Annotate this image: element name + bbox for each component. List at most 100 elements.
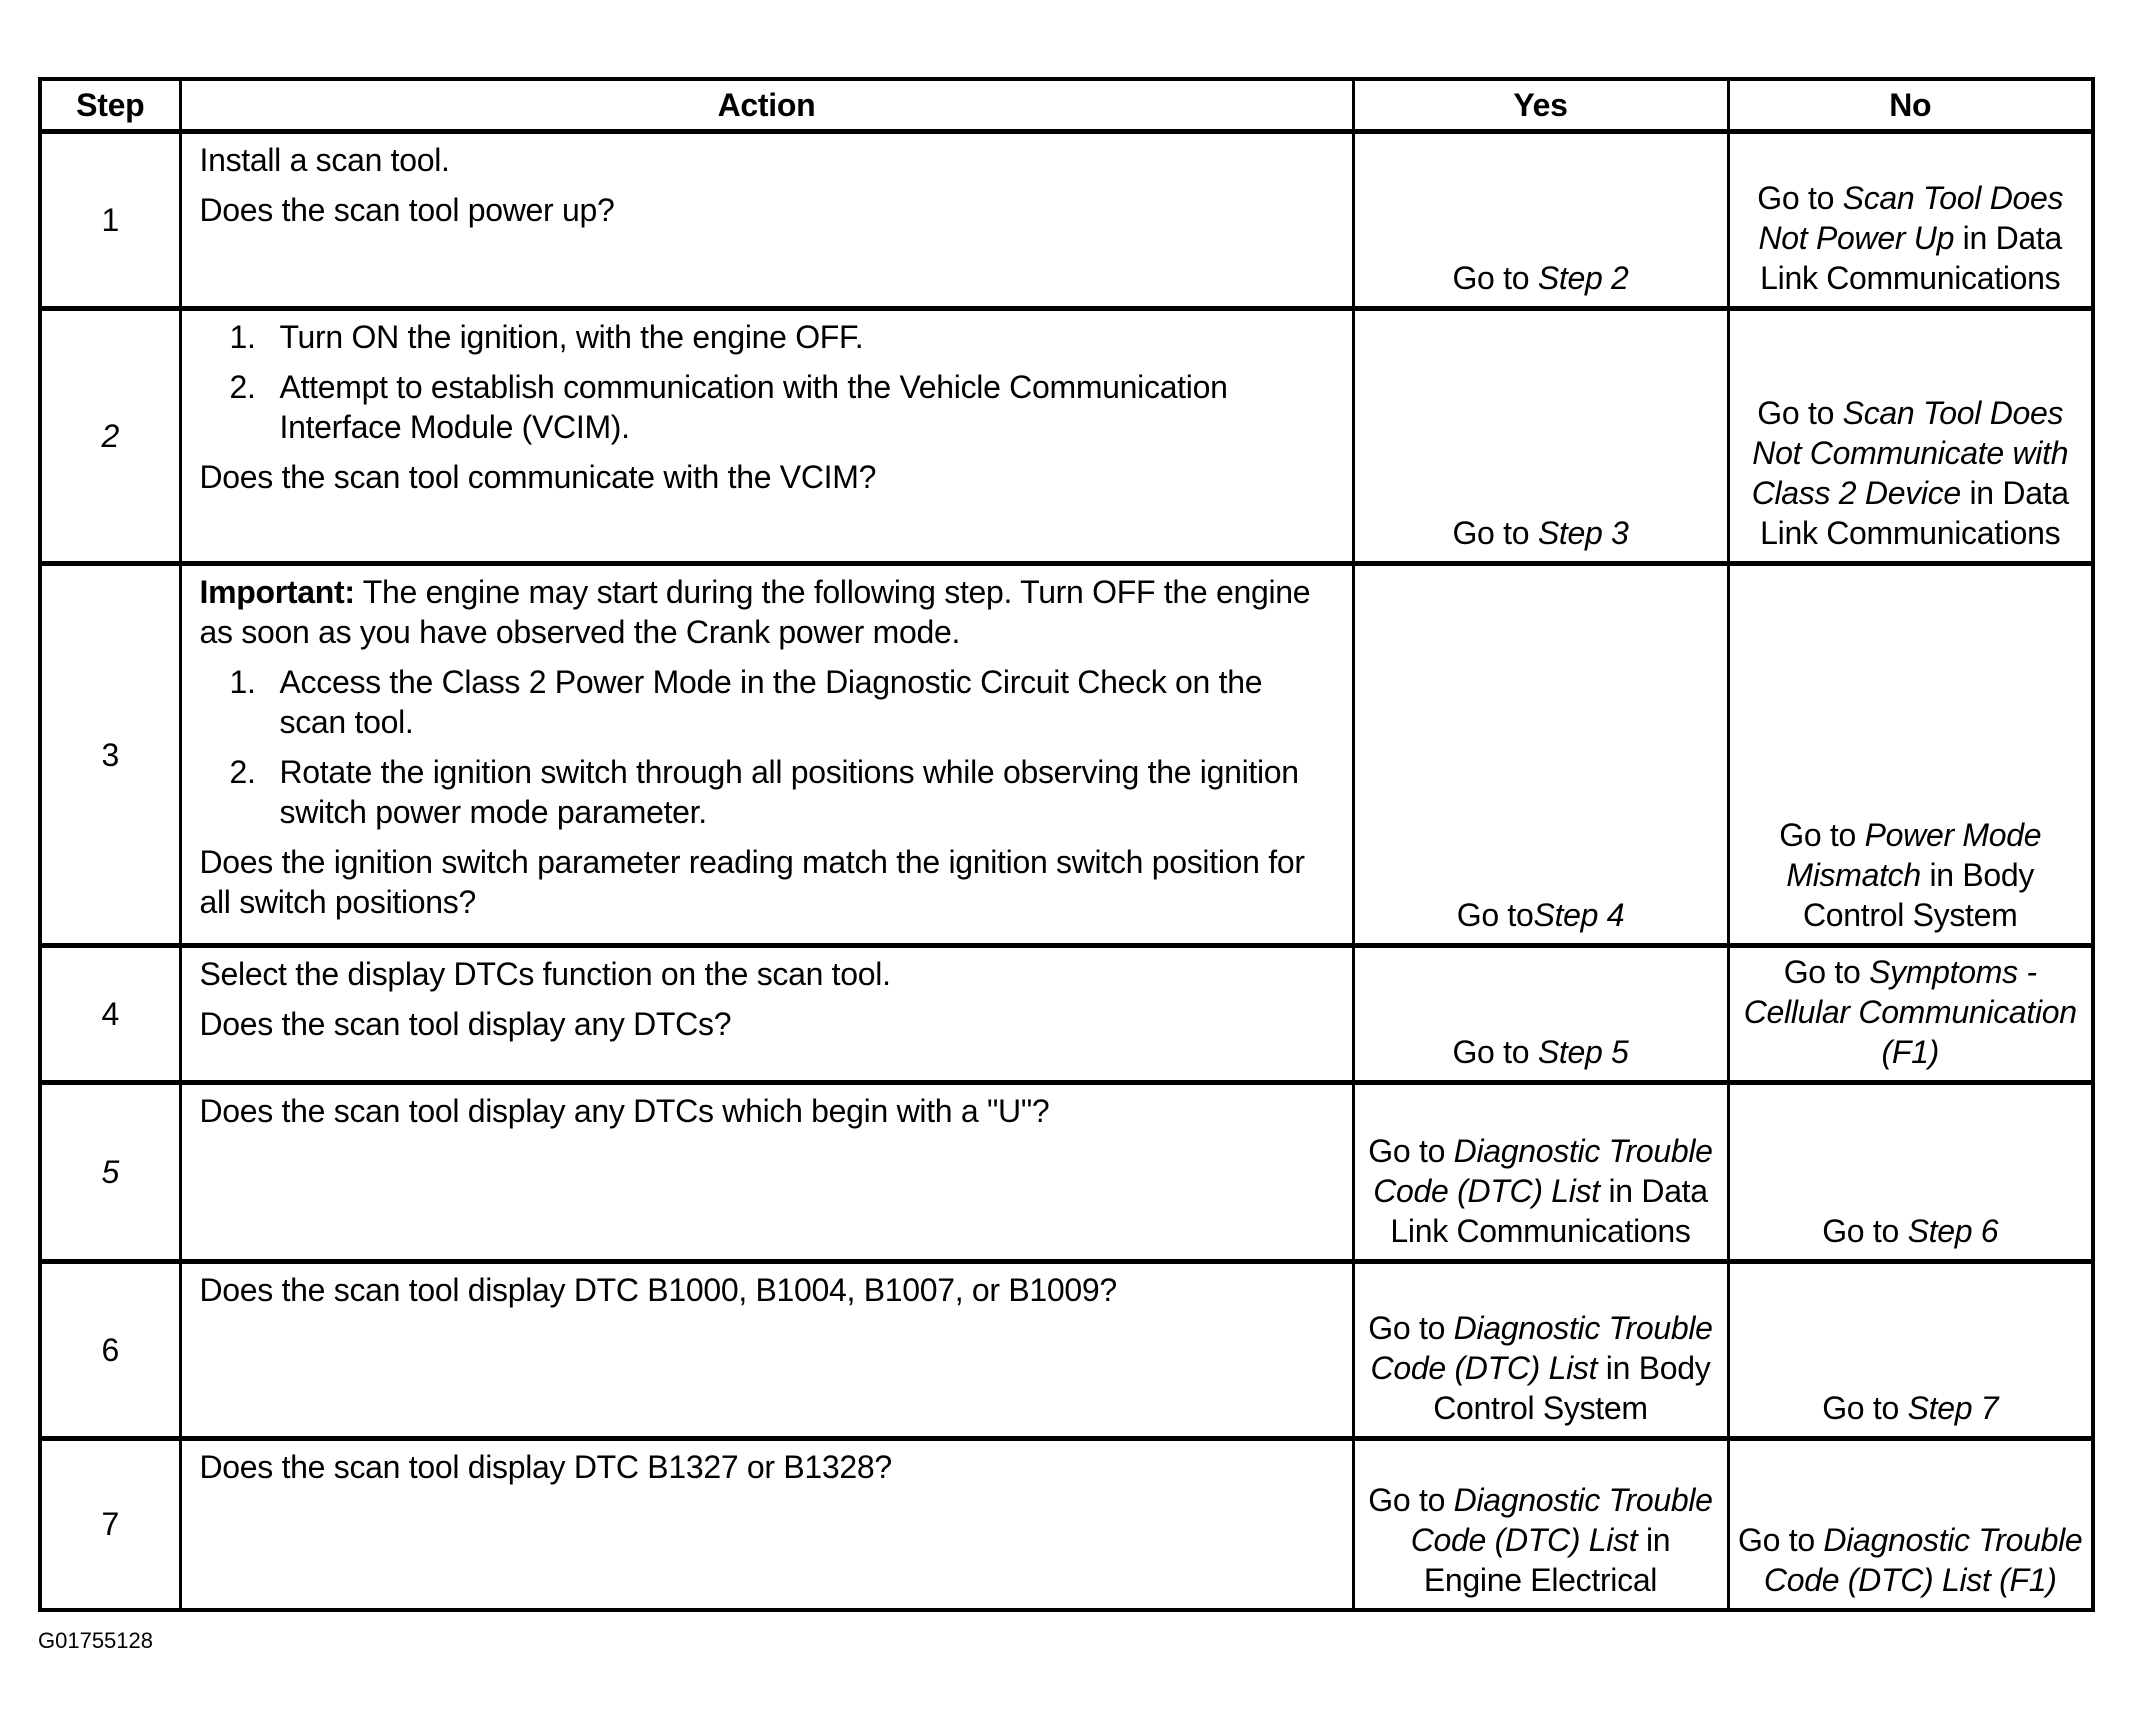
step-number: 7 [38,1437,182,1611]
yes-result: Go to Diagnostic Trouble Code (DTC) List… [1351,1437,1730,1611]
step-item-text: Access the Class 2 Power Mode in the Dia… [280,662,1334,742]
action-cell: Does the scan tool display DTC B1000, B1… [178,1260,1355,1440]
numbered-step: 2. Rotate the ignition switch through all… [200,752,1334,832]
action-paragraph: Does the scan tool display DTC B1327 or … [200,1447,1334,1487]
text: Access the Class 2 Power Mode in the Dia… [279,664,1263,740]
header-row: Step Action Yes No [38,77,2095,133]
table-row: 6 Does the scan tool display DTC B1000, B… [38,1260,2095,1440]
text: Go to [1368,1133,1454,1169]
text: Does the scan tool display any DTCs whic… [199,1093,1050,1129]
text: Does the scan tool display DTC B1327 or … [199,1449,893,1485]
step-item-number: 2. [229,754,256,790]
text: Go to [1738,1521,1824,1558]
link-reference: Step 5 [1537,1034,1629,1070]
link-reference: Diagnostic Trouble Code (DTC) List (F1) [1763,1521,2083,1598]
figure-id: G01755128 [38,1628,153,1653]
link-reference: Step 6 [1907,1213,1999,1249]
text: Go to [1779,817,1865,853]
text: Install a scan tool. [199,142,450,178]
text: Go to [1822,1390,1908,1426]
link-reference: Scan Tool Does Not Communicate with Clas… [1751,395,2069,511]
text: Does the ignition switch parameter readi… [199,844,1305,920]
header-yes: Yes [1351,77,1730,133]
no-result: Go to Step 7 [1726,1260,2095,1440]
yes-result: Go toStep 4 [1351,562,1730,947]
text: Go to [1368,1481,1454,1518]
header-step: Step [38,77,182,133]
yes-result: Go to Diagnostic Trouble Code (DTC) List… [1351,1081,1730,1263]
text: Does the scan tool display any DTCs? [199,1006,732,1042]
step-number: 1 [38,130,182,310]
link-reference: Diagnostic Trouble Code (DTC) List [1373,1133,1713,1209]
action-cell: Does the scan tool display any DTCs whic… [178,1081,1355,1263]
action-cell: Important: The engine may start during t… [178,562,1355,947]
text: Go to [1456,897,1534,933]
text: Go to [1452,1034,1538,1070]
action-paragraph: Important: The engine may start during t… [200,572,1334,652]
text: in Data Link Communications [1760,475,2069,551]
link-reference: Power Mode Mismatch [1786,817,2042,893]
step-item-text: Rotate the ignition switch through all p… [280,752,1334,832]
text: Does the scan tool power up? [199,192,615,228]
step-number: 4 [38,944,182,1084]
link-reference: Diagnostic Trouble Code (DTC) List [1410,1481,1713,1558]
text: Does the scan tool communicate with the … [199,459,877,495]
text: Go to [1452,260,1538,296]
action-paragraph: Does the scan tool display any DTCs whic… [200,1091,1334,1131]
text: Go to [1368,1310,1454,1346]
diagnostic-table: Step Action Yes No 1 Install a scan tool.… [38,77,2095,1612]
link-reference: Symptoms - Cellular Communication (F1) [1743,954,2077,1070]
text: in Body Control System [1802,857,2035,933]
step-number: 3 [38,562,182,947]
action-paragraph: Does the scan tool communicate with the … [200,457,1334,497]
action-paragraph: Install a scan tool. [200,140,1334,180]
text: Rotate the ignition switch through all p… [279,754,1300,830]
text: Turn ON the ignition, with the engine OF… [279,319,864,355]
action-cell: Install a scan tool. Does the scan tool p… [178,130,1355,310]
text: Go to [1757,180,1843,216]
header-action: Action [178,77,1355,133]
link-reference: Step 3 [1537,515,1629,551]
numbered-step: 2. Attempt to establish communication wit… [200,367,1334,447]
text: The engine may start during the followin… [199,574,1311,650]
no-result: Go to Power Mode Mismatch in Body Contro… [1726,562,2095,947]
numbered-step: 1. Turn ON the ignition, with the engine … [200,317,1334,357]
no-result: Go to Symptoms - Cellular Communication … [1726,944,2095,1084]
action-paragraph: Does the ignition switch parameter readi… [200,842,1334,922]
emphasis-label: Important: [199,574,356,610]
header-no: No [1726,77,2095,133]
yes-result: Go to Step 5 [1351,944,1730,1084]
link-reference: Step 2 [1537,260,1629,296]
action-cell: Select the display DTCs function on the … [178,944,1355,1084]
text: Go to [1783,954,1870,990]
link-reference: Diagnostic Trouble Code (DTC) List [1370,1310,1713,1386]
no-result: Go to Scan Tool Does Not Power Up in Dat… [1726,130,2095,310]
table-row: 1 Install a scan tool. Does the scan tool … [38,130,2095,310]
no-result: Go to Diagnostic Trouble Code (DTC) List… [1726,1437,2095,1611]
action-paragraph: Select the display DTCs function on the … [200,954,1334,994]
text: Go to [1452,515,1538,551]
text: in Body Control System [1433,1350,1711,1426]
text: Go to [1757,395,1843,431]
action-cell: 1. Turn ON the ignition, with the engine … [178,307,1355,565]
no-result: Go to Step 6 [1726,1081,2095,1263]
text: Attempt to establish communication with … [279,369,1228,445]
table-row: 2 1. Turn ON the ignition, with the engine… [38,307,2095,565]
step-item-number: 1. [229,319,256,355]
link-reference: Step 4 [1533,897,1625,933]
action-paragraph: Does the scan tool power up? [200,190,1334,230]
numbered-step: 1. Access the Class 2 Power Mode in the D… [200,662,1334,742]
no-result: Go to Scan Tool Does Not Communicate wit… [1726,307,2095,565]
link-reference: Step 7 [1907,1390,1999,1426]
link-reference: Scan Tool Does Not Power Up [1758,180,2064,256]
text: in Data Link Communications [1760,220,2062,296]
text: Does the scan tool display DTC B1000, B1… [199,1272,1118,1308]
step-item-number: 2. [229,369,256,405]
table-row: 7 Does the scan tool display DTC B1327 or… [38,1437,2095,1611]
yes-result: Go to Step 2 [1351,130,1730,310]
action-paragraph: Does the scan tool display any DTCs? [200,1004,1334,1044]
step-number: 6 [38,1260,182,1440]
step-number: 5 [38,1081,182,1263]
action-cell: Does the scan tool display DTC B1327 or … [178,1437,1355,1611]
text: Go to [1822,1213,1908,1249]
